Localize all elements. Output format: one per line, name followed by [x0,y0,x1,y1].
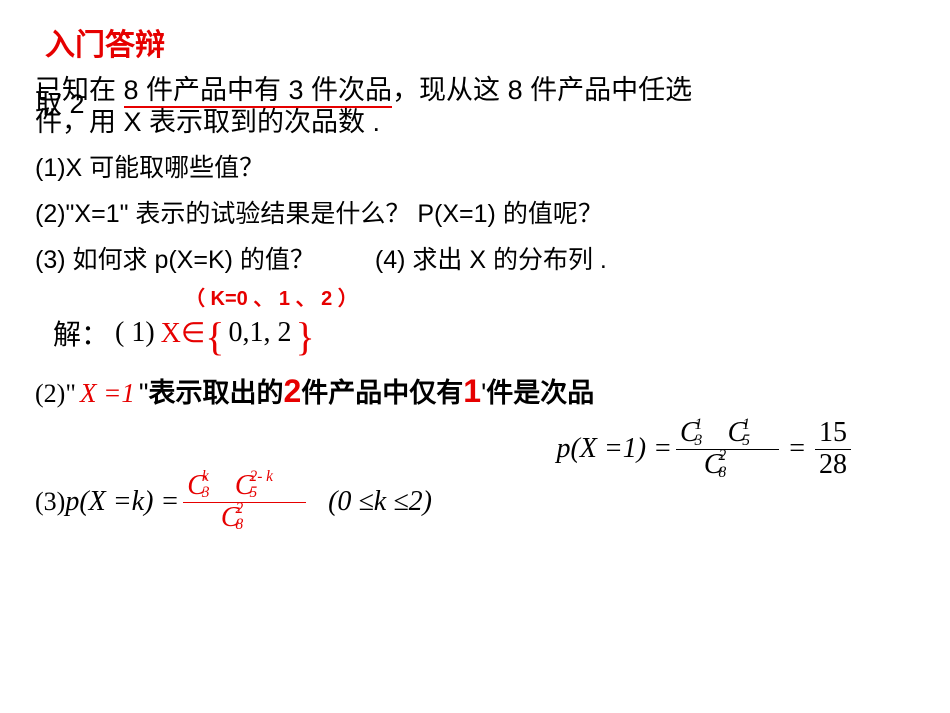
solution-3-lhs: p(X =k) = [65,486,179,518]
formula-p1-lhs: p(X =1) = [556,433,672,465]
solution-1: 解： ( 1) X∈ { 0,1, 2 } [53,313,915,353]
problem-post: ，现从这 8 件产品中任选 [392,75,692,105]
solution-3: (3) p(X =k) = Ck3C2- k5 C28 (0 ≤k ≤2) [35,471,915,534]
problem-underlined: 8 件产品中有 3 件次品 [124,75,393,108]
solution-3-frac: Ck3C2- k5 C28 [183,471,306,534]
question-row-34: (3) 如何求 p(X=K) 的值？ (4) 求出 X 的分布列 . [35,240,915,276]
solution-2: (2)" X =1 " 表示取出的 2 件产品中仅有 1 ' 件是次品 [35,371,915,410]
question-3: (3) 如何求 p(X=K) 的值？ [35,240,315,276]
solution-2-label: (2)" [35,379,76,409]
brace-left-icon: { [205,321,224,353]
problem-line-1: 已知在 8 件产品中有 3 件次品，现从这 8 件产品中任选 [35,72,915,110]
solution-1-xin: X∈ [161,316,206,350]
problem-l2-bottom: 件，用 X 表示取到的次品数 . [35,107,380,137]
solution-3-label: (3) [35,487,65,517]
solution-label: 解： [53,313,109,353]
solution-2-t3: 件是次品 [486,371,594,410]
formula-p1-frac1: C13C15 C28 [676,418,779,481]
solution-3-range: (0 ≤k ≤2) [328,486,432,518]
problem-l2-top: 取 2 [35,88,85,120]
k-note: （ K=0 、 1 、 2 ） [185,282,915,311]
problem-line-2: 取 2 件，用 X 表示取到的次品数 . [35,106,915,138]
solution-2-qclose: " [139,378,149,409]
solution-2-t1: 表示取出的 [149,371,284,410]
formula-p1-eq: = [789,433,805,465]
solution-1-paren: ( 1) [115,317,155,349]
question-4: (4) 求出 X 的分布列 . [375,240,607,276]
solution-2-two: 2 [284,373,302,410]
question-2: (2)"X=1" 表示的试验结果是什么？ P(X=1) 的值呢？ [35,194,915,230]
solution-2-one: 1 [463,373,481,410]
brace-right-icon: } [296,321,315,353]
formula-p1-result: 15 28 [815,418,851,481]
solution-1-set: 0,1, 2 [229,317,292,349]
solution-2-t2: 件产品中仅有 [301,371,463,410]
solution-2-xeq: X =1 [80,378,135,409]
question-1: (1)X 可能取哪些值？ [35,148,915,184]
page-title: 入门答辩 [45,20,915,64]
